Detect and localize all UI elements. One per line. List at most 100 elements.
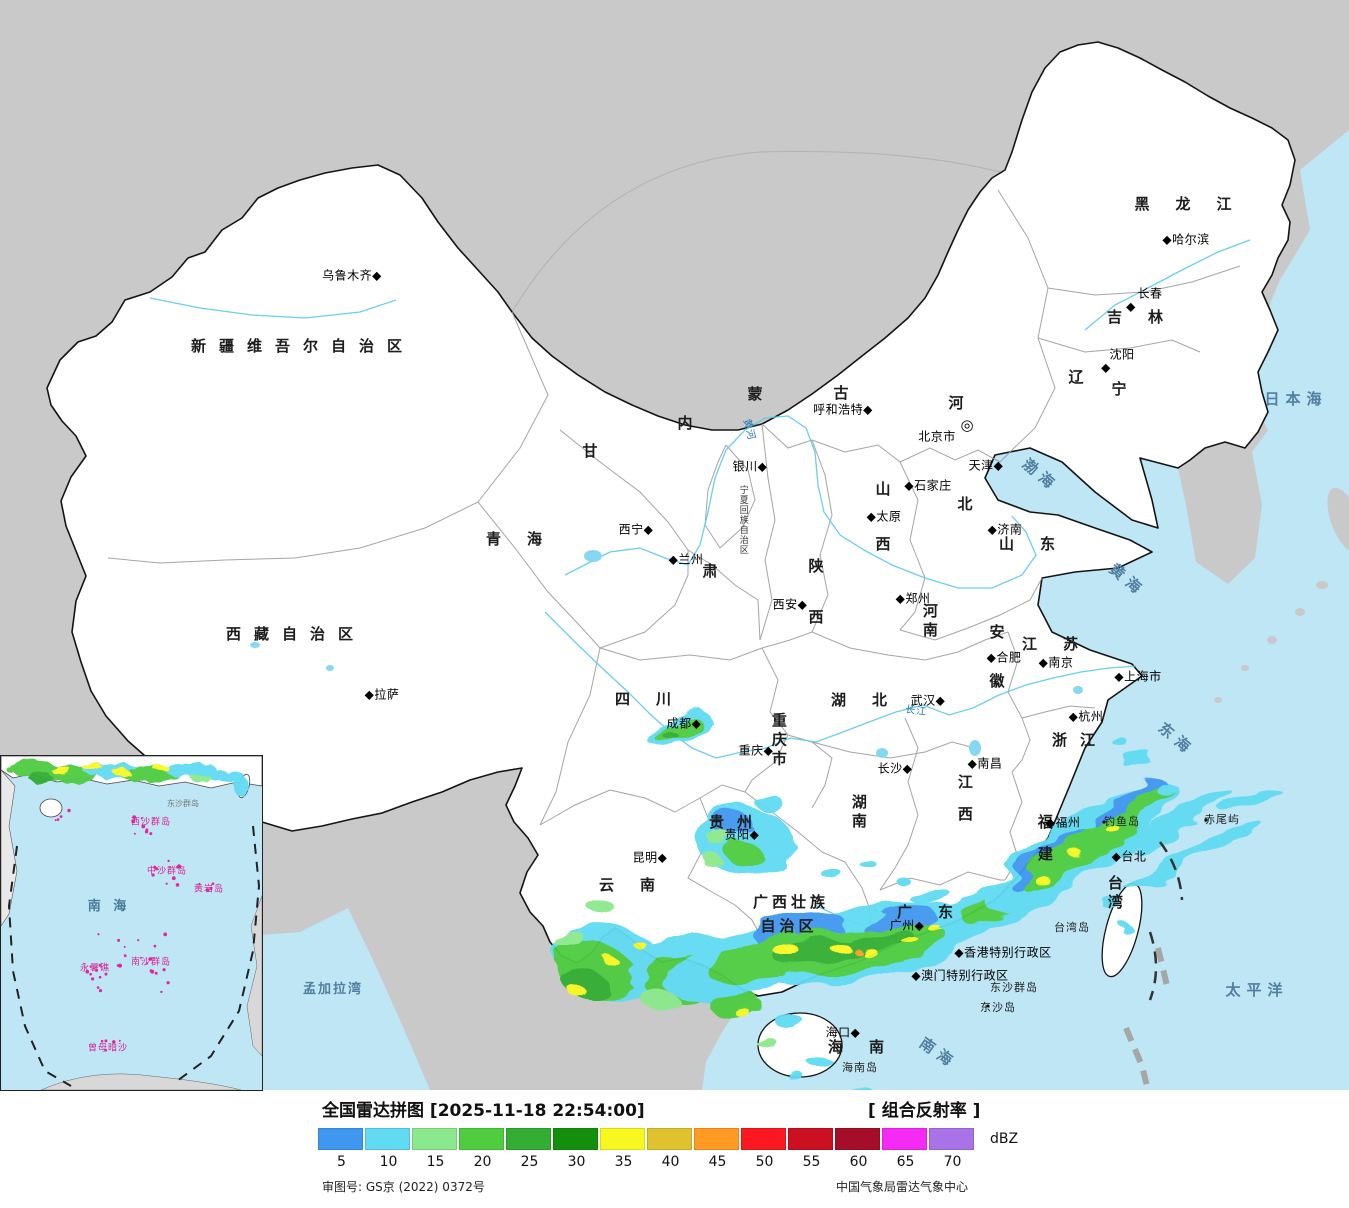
echo-cell	[165, 763, 217, 777]
island-dot	[165, 882, 168, 885]
island-dot	[153, 865, 157, 869]
island-dot	[118, 963, 122, 968]
island-dot	[118, 1039, 121, 1042]
legend-color-65	[882, 1128, 927, 1150]
inset-borneo	[40, 1073, 242, 1090]
echo-cell	[752, 792, 780, 808]
island-dot	[150, 969, 155, 974]
island-group-label: 中沙群岛	[146, 866, 188, 877]
legend-value: 35	[614, 1154, 633, 1170]
echo-cell	[637, 944, 649, 952]
island-dot	[140, 817, 143, 820]
island-dot	[97, 933, 100, 936]
island-group-label: 永暑礁	[79, 963, 111, 974]
echo-cell	[826, 872, 846, 884]
boundary-dashes	[1123, 841, 1184, 1090]
island-dot	[149, 832, 153, 836]
review-number: 审图号: GS京 (2022) 0372号	[322, 1180, 485, 1194]
legend-unit: dBZ	[990, 1131, 1019, 1147]
island-dot	[91, 977, 95, 981]
island-dot	[151, 873, 155, 877]
island-dot	[148, 957, 153, 961]
island-dot	[112, 1040, 116, 1044]
legend-value: 70	[943, 1154, 962, 1170]
echo-cell	[861, 948, 877, 956]
echo-cell	[554, 930, 586, 950]
echo-cell	[774, 1012, 802, 1028]
echo-cell	[760, 1040, 780, 1052]
island-group-label: 西沙群岛	[130, 817, 172, 828]
echo-cell	[1032, 874, 1048, 882]
inset-dash-line	[7, 825, 261, 1087]
island-dot	[56, 818, 60, 821]
island-dot	[175, 883, 180, 887]
echo-cell	[852, 947, 860, 953]
legend-color-45	[694, 1128, 739, 1150]
echo-cell	[51, 766, 71, 774]
island-group-label: 曾母暗沙	[87, 1043, 129, 1054]
inset-labels: 西沙群岛 中沙群岛 黄岩岛 南沙群岛 永暑礁 曾母暗沙 南 海 东沙群岛	[1, 756, 262, 1090]
legend-color-55	[788, 1128, 833, 1150]
inset-radar-echoes	[5, 760, 249, 796]
lakes	[250, 550, 1083, 758]
japan-islands	[1214, 487, 1349, 703]
echo-cell	[1069, 850, 1083, 858]
echo-cell	[712, 834, 736, 850]
legend-color-35	[600, 1128, 645, 1150]
echo-cell	[858, 857, 874, 867]
legend-color-60	[835, 1128, 880, 1150]
echo-cell	[1154, 780, 1174, 792]
legend-color-15	[412, 1128, 457, 1150]
echo-cell	[704, 856, 724, 868]
echo-cell	[846, 929, 914, 951]
legend-color-20	[459, 1128, 504, 1150]
mongolia-border-line	[511, 150, 1001, 313]
legend-value: 15	[426, 1154, 445, 1170]
island-dot	[104, 1039, 108, 1043]
inset-hainan	[39, 798, 63, 818]
echo-cell	[808, 1056, 832, 1068]
small-island-dots	[986, 818, 1208, 1008]
echo-cell	[153, 765, 169, 771]
echo-cell	[567, 985, 585, 995]
island-dot	[133, 832, 136, 835]
island-dot	[89, 972, 92, 976]
legend-value: 65	[896, 1154, 915, 1170]
inset-philippines	[246, 895, 262, 1057]
sea-label: 南 海	[87, 899, 131, 915]
echo-cell	[1182, 819, 1262, 865]
radar-echoes	[553, 713, 1277, 1090]
legend-color-70	[929, 1128, 974, 1150]
island-dot	[153, 944, 157, 948]
echo-cell	[788, 1072, 804, 1080]
island-group-label: 黄岩岛	[193, 884, 225, 895]
echo-cell	[777, 948, 803, 960]
island-dot	[104, 1049, 108, 1052]
legend-value: 30	[567, 1154, 586, 1170]
legend-color-25	[506, 1128, 551, 1150]
island-dot	[116, 964, 120, 967]
island-dot	[167, 859, 170, 863]
echo-cell	[113, 768, 129, 776]
product-label: [ 组合反射率 ]	[868, 1101, 981, 1121]
echo-cell	[728, 1002, 744, 1010]
legend-color-40	[647, 1128, 692, 1150]
echo-cell	[208, 770, 244, 782]
echo-cell	[901, 936, 919, 944]
legend-value: 45	[708, 1154, 727, 1170]
echo-cell	[1112, 738, 1128, 746]
island-dot	[132, 815, 137, 819]
echo-cell	[1125, 754, 1155, 770]
echo-cell	[642, 991, 678, 1009]
legend-color-50	[741, 1128, 786, 1150]
echo-cell	[895, 876, 909, 884]
legend-value: 25	[520, 1154, 539, 1170]
echo-cell	[233, 776, 249, 796]
island-dot	[163, 932, 168, 937]
island-dot	[96, 986, 100, 989]
legend-value: 50	[755, 1154, 774, 1170]
inset-island-dots	[54, 808, 215, 1052]
island-dot	[98, 975, 102, 979]
island-dot	[198, 882, 201, 886]
island-dot	[89, 965, 92, 968]
